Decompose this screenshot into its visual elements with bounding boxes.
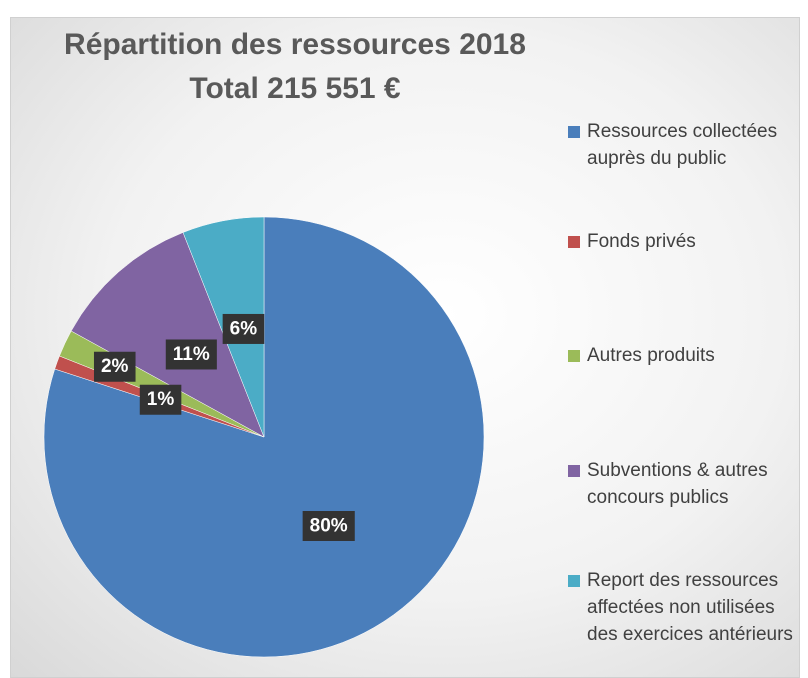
legend-label: Autres produits: [587, 345, 715, 366]
data-label-box: [165, 339, 217, 370]
legend-swatch: [568, 575, 580, 587]
data-label-box: [93, 351, 136, 382]
legend-item: Ressources collectées auprès du public: [568, 118, 800, 172]
data-label: 80%: [310, 515, 348, 536]
legend-item: Fonds privés: [568, 228, 800, 255]
data-label-box: [302, 510, 355, 541]
legend-item: Subventions & autres concours publics: [568, 457, 800, 511]
legend-swatch: [568, 350, 580, 362]
legend-label: Subventions & autres concours publics: [587, 460, 768, 508]
data-label: 1%: [147, 389, 175, 410]
legend-label: Fonds privés: [587, 231, 696, 252]
legend-item: Autres produits: [568, 342, 800, 369]
data-label: 11%: [173, 344, 210, 365]
legend-swatch: [568, 236, 580, 248]
pie-slice: [70, 232, 265, 438]
legend-swatch: [568, 126, 580, 138]
legend-label: Ressources collectées auprès du public: [587, 121, 778, 169]
data-label: 6%: [230, 318, 258, 339]
data-label-box: [222, 313, 265, 344]
data-label-box: [139, 384, 182, 415]
legend-label: Report des ressources affectées non util…: [587, 570, 793, 645]
legend-swatch: [568, 465, 580, 477]
data-label: 2%: [101, 356, 129, 377]
chart-subtitle: Total 215 551 €: [189, 72, 401, 105]
legend-item: Report des ressources affectées non util…: [568, 567, 800, 648]
chart-title: Répartition des ressources 2018: [64, 28, 526, 61]
